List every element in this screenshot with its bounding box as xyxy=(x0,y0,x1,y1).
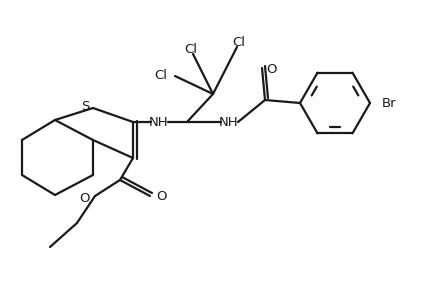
Text: Cl: Cl xyxy=(184,43,197,55)
Text: O: O xyxy=(156,191,166,204)
Text: Cl: Cl xyxy=(232,36,246,49)
Text: NH: NH xyxy=(219,116,239,128)
Text: Cl: Cl xyxy=(154,68,167,82)
Text: O: O xyxy=(266,63,276,76)
Text: O: O xyxy=(80,191,90,204)
Text: S: S xyxy=(80,99,89,112)
Text: Br: Br xyxy=(382,97,397,110)
Text: NH: NH xyxy=(149,116,169,128)
